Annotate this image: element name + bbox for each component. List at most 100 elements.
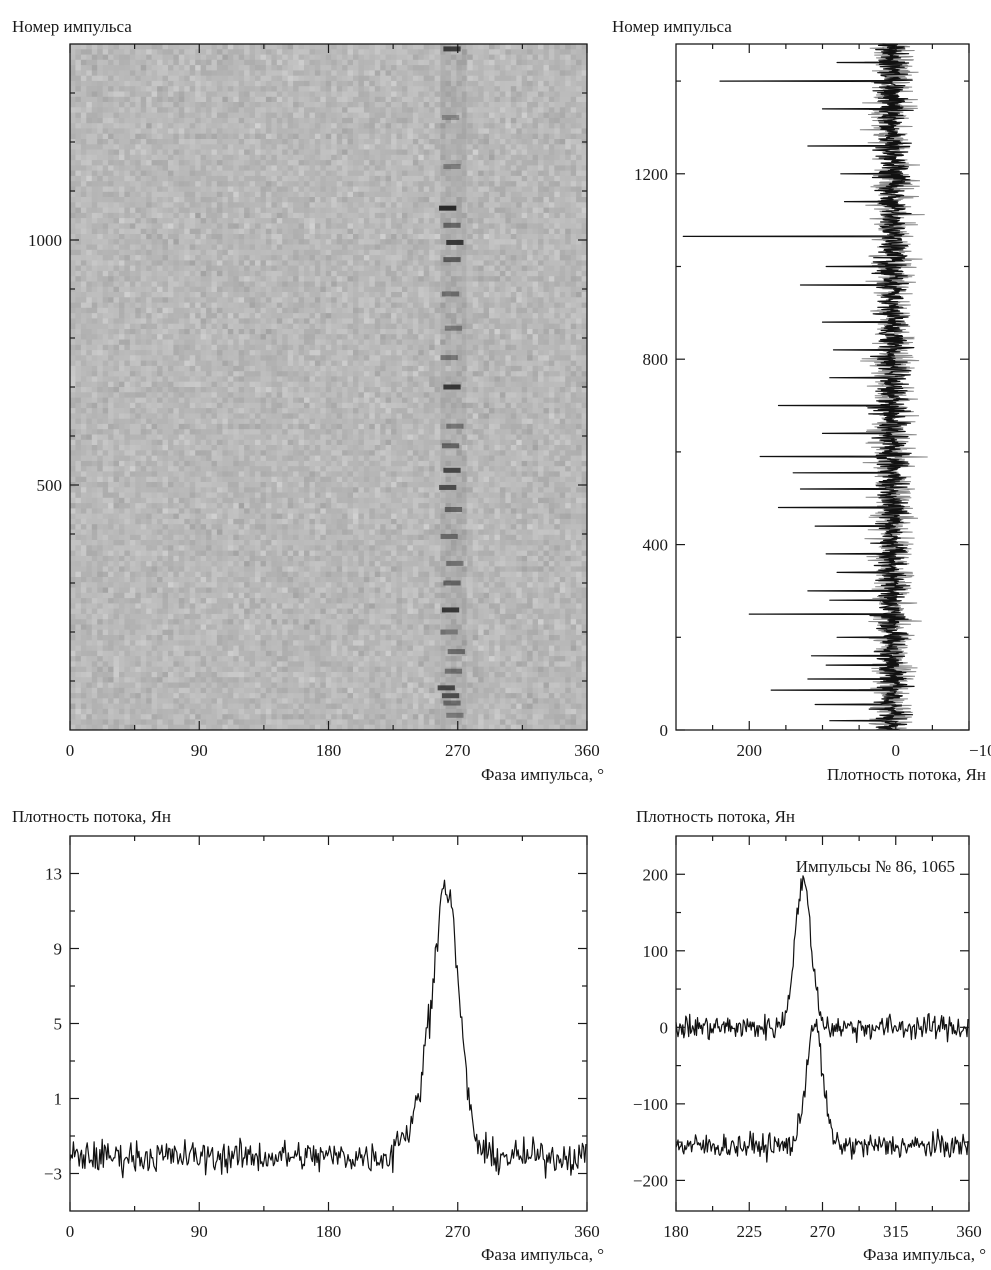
heatmap-cell: [80, 191, 87, 198]
heatmap-cell: [265, 117, 272, 124]
heatmap-cell: [402, 117, 408, 124]
heatmap-cell: [227, 318, 234, 325]
heatmap-cell: [325, 149, 332, 156]
heatmap-cell: [407, 234, 414, 240]
heatmap-cell: [151, 49, 158, 55]
heatmap-cell: [570, 270, 577, 277]
heatmap-cell: [265, 255, 272, 261]
heatmap-cell: [271, 44, 278, 50]
heatmap-cell: [216, 117, 223, 124]
heatmap-cell: [412, 117, 419, 124]
heatmap-cell: [499, 107, 506, 113]
heatmap-cell: [434, 212, 441, 219]
heatmap-cell: [429, 160, 435, 166]
heatmap-cell: [369, 160, 376, 166]
heatmap-cell: [184, 223, 191, 230]
heatmap-cell: [538, 80, 544, 87]
heatmap-cell: [358, 117, 365, 124]
heatmap-cell: [412, 307, 419, 314]
heatmap-cell: [113, 270, 120, 277]
heatmap-cell: [189, 265, 196, 272]
heatmap-cell: [396, 175, 403, 182]
heatmap-cell: [287, 186, 294, 193]
heatmap-cell: [358, 165, 365, 172]
heatmap-cell: [282, 218, 288, 224]
heatmap-cell: [461, 102, 468, 108]
heatmap-cell: [173, 207, 180, 214]
heatmap-cell: [260, 139, 267, 145]
heatmap-cell: [559, 128, 566, 135]
heatmap-cell: [265, 318, 272, 325]
heatmap-cell: [265, 86, 272, 92]
heatmap-cell: [445, 91, 452, 98]
heatmap-cell: [304, 112, 310, 119]
heatmap-cell: [450, 297, 457, 303]
heatmap-cell: [429, 276, 435, 282]
heatmap-cell: [445, 102, 452, 108]
heatmap-cell: [434, 307, 441, 314]
heatmap-cell: [429, 107, 435, 113]
heatmap-cell: [238, 144, 245, 150]
heatmap-cell: [499, 286, 506, 293]
heatmap-cell: [456, 91, 463, 98]
heatmap-cell: [461, 175, 468, 182]
heatmap-cell: [287, 165, 294, 172]
heatmap-cell: [581, 96, 588, 103]
heatmap-cell: [429, 133, 435, 140]
heatmap-cell: [195, 270, 201, 277]
heatmap-cell: [527, 80, 533, 87]
heatmap-cell: [554, 44, 561, 50]
heatmap-cell: [325, 96, 332, 103]
heatmap-cell: [554, 112, 561, 119]
heatmap-cell: [70, 149, 76, 156]
heatmap-cell: [559, 260, 566, 267]
heatmap-cell: [157, 249, 163, 256]
heatmap-cell: [216, 165, 223, 172]
heatmap-cell: [325, 302, 332, 309]
heatmap-cell: [494, 102, 501, 108]
heatmap-cell: [244, 181, 250, 187]
heatmap-cell: [151, 107, 158, 113]
heatmap-cell: [75, 207, 82, 214]
heatmap-cell: [369, 75, 376, 82]
heatmap-cell: [135, 276, 142, 282]
heatmap-cell: [314, 218, 321, 224]
heatmap-cell: [282, 154, 288, 161]
heatmap-cell: [412, 265, 419, 272]
heatmap-cell: [140, 59, 147, 66]
heatmap-cell: [129, 186, 136, 193]
heatmap-cell: [119, 170, 125, 177]
heatmap-cell: [309, 286, 316, 293]
heatmap-cell: [119, 96, 125, 103]
heatmap-cell: [538, 307, 544, 314]
heatmap-cell: [538, 70, 544, 77]
heatmap-cell: [374, 165, 381, 172]
heatmap-cell: [483, 302, 490, 309]
heatmap-cell: [478, 297, 484, 303]
heatmap-cell: [173, 270, 180, 277]
heatmap-cell: [570, 197, 577, 203]
heatmap-cell: [434, 59, 441, 66]
heatmap-cell: [342, 292, 348, 298]
heatmap-cell: [554, 123, 561, 129]
heatmap-cell: [494, 207, 501, 214]
heatmap-cell: [227, 49, 234, 55]
heatmap-cell: [402, 80, 408, 87]
heatmap-cell: [353, 265, 359, 272]
heatmap-cell: [445, 270, 452, 277]
heatmap-cell: [189, 91, 196, 98]
heatmap-cell: [162, 54, 169, 61]
heatmap-cell: [325, 307, 332, 314]
heatmap-cell: [548, 207, 555, 214]
heatmap-cell: [418, 86, 425, 92]
heatmap-cell: [211, 302, 218, 309]
heatmap-cell: [483, 139, 490, 145]
heatmap-cell: [576, 276, 582, 282]
heatmap-cell: [380, 260, 386, 267]
heatmap-cell: [129, 144, 136, 150]
heatmap-cell: [265, 265, 272, 272]
heatmap-cell: [146, 260, 152, 267]
heatmap-cell: [233, 170, 240, 177]
heatmap-cell: [80, 307, 87, 314]
heatmap-cell: [461, 59, 468, 66]
